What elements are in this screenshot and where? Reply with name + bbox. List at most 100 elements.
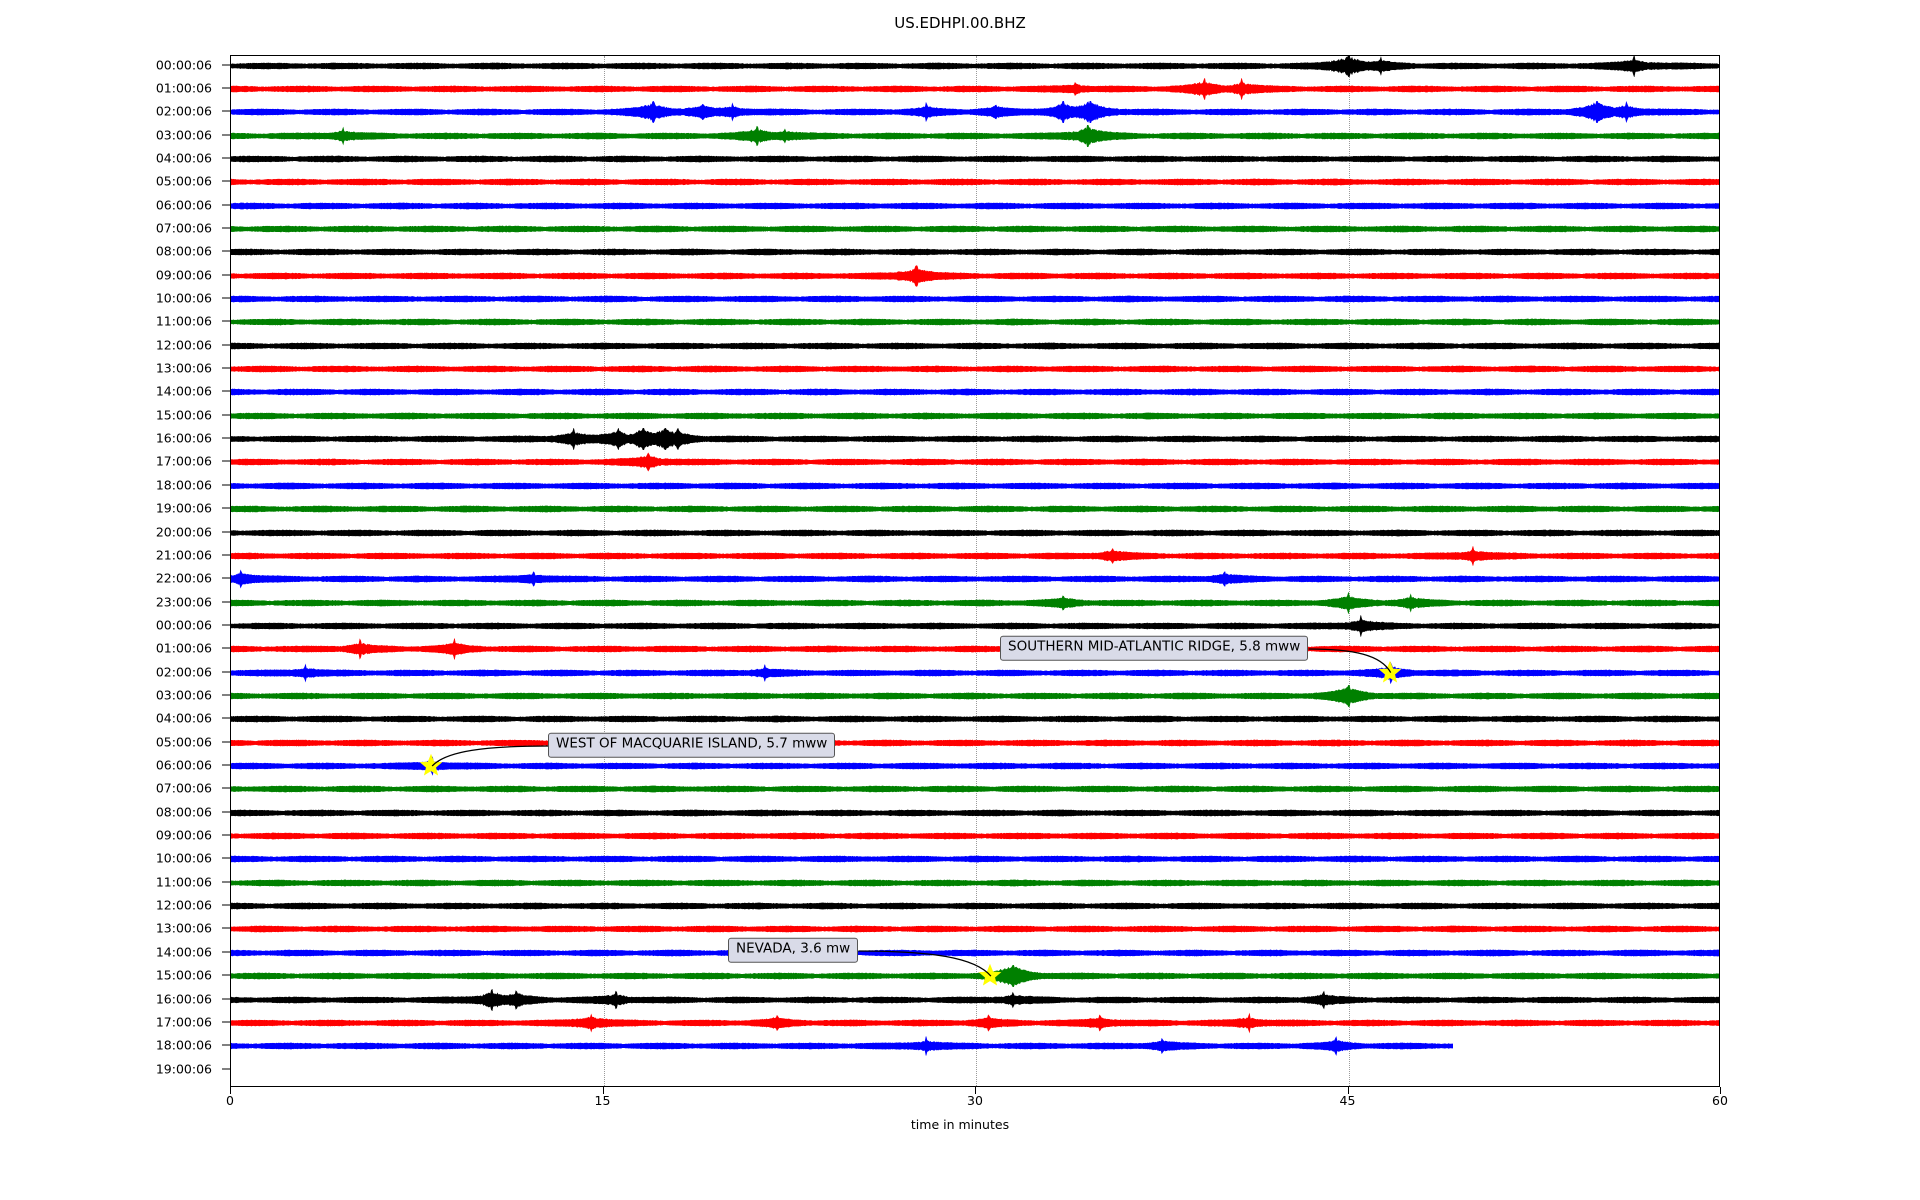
waveform-trace — [231, 178, 1719, 186]
y-axis-tick-label: 08:00:06 — [155, 804, 212, 820]
y-axis-tick-mark — [222, 390, 230, 392]
waveform-trace — [231, 155, 1719, 163]
grid-line — [1348, 56, 1350, 1086]
y-axis-tick-mark — [222, 320, 230, 322]
waveform-trace — [231, 879, 1719, 887]
y-axis-tick-mark — [222, 811, 230, 813]
waveform-trace — [231, 988, 1719, 1011]
waveform-trace — [231, 264, 1719, 287]
waveform-trace — [231, 1036, 1453, 1057]
y-axis-tick-label: 16:00:06 — [155, 430, 212, 446]
y-axis-tick-mark — [222, 1068, 230, 1070]
waveform-trace — [231, 1012, 1719, 1034]
y-axis-tick-mark — [222, 857, 230, 859]
waveform-trace — [231, 342, 1719, 350]
y-axis-tick-label: 15:00:06 — [155, 967, 212, 983]
waveform-trace — [231, 124, 1719, 147]
y-axis-tick-label: 01:00:06 — [155, 80, 212, 96]
waveform-trace — [231, 756, 1719, 776]
y-axis-tick-mark — [222, 671, 230, 673]
y-axis-tick-label: 17:00:06 — [155, 453, 212, 469]
y-axis-tick-label: 19:00:06 — [155, 1061, 212, 1077]
y-axis-tick-label: 12:00:06 — [155, 897, 212, 913]
x-axis-label: time in minutes — [910, 1117, 1010, 1132]
y-axis-tick-label: 14:00:06 — [155, 944, 212, 960]
y-axis-tick-label: 10:00:06 — [155, 850, 212, 866]
y-axis-tick-mark — [222, 904, 230, 906]
y-axis-tick-label: 07:00:06 — [155, 780, 212, 796]
y-axis-tick-mark — [222, 787, 230, 789]
x-axis-tick-mark — [230, 1087, 231, 1094]
y-axis-tick-mark — [222, 554, 230, 556]
waveform-trace — [231, 715, 1719, 723]
x-axis-tick-label: 60 — [1712, 1093, 1728, 1108]
y-axis-tick-mark — [222, 157, 230, 159]
y-axis-tick-mark — [222, 414, 230, 416]
y-axis-tick-label: 03:00:06 — [155, 127, 212, 143]
waveform-trace — [231, 832, 1719, 840]
waveform-trace — [231, 412, 1719, 420]
waveform-trace — [231, 428, 1719, 451]
y-axis-tick-mark — [222, 87, 230, 89]
waveform-trace — [231, 925, 1719, 933]
y-axis-tick-label: 05:00:06 — [155, 734, 212, 750]
waveform-trace — [231, 591, 1719, 614]
waveform-trace — [231, 902, 1719, 910]
event-annotation-label[interactable]: NEVADA, 3.6 mw — [728, 937, 859, 963]
y-axis-tick-mark — [222, 227, 230, 229]
y-axis-tick-mark — [222, 507, 230, 509]
waveform-trace — [231, 388, 1719, 396]
waveform-trace — [231, 318, 1719, 326]
y-axis-tick-mark — [222, 180, 230, 182]
y-axis-tick-label: 21:00:06 — [155, 547, 212, 563]
x-axis-tick-mark — [975, 1087, 976, 1094]
waveform-trace — [231, 569, 1719, 589]
waveform-trace — [231, 615, 1719, 637]
y-axis-tick-label: 15:00:06 — [155, 407, 212, 423]
x-axis-tick-mark — [1720, 1087, 1721, 1094]
waveform-trace — [231, 529, 1719, 536]
waveform-trace — [231, 225, 1719, 233]
waveform-trace — [231, 482, 1719, 490]
y-axis-tick-mark — [222, 647, 230, 649]
y-axis-tick-label: 02:00:06 — [155, 664, 212, 680]
waveform-trace — [231, 101, 1719, 124]
page-title: US.EDHPI.00.BHZ — [894, 14, 1026, 32]
y-axis-tick-mark — [222, 834, 230, 836]
x-axis-tick-label: 0 — [226, 1093, 234, 1108]
y-axis-tick-mark — [222, 951, 230, 953]
y-axis-tick-label: 04:00:06 — [155, 710, 212, 726]
y-axis-tick-mark — [222, 624, 230, 626]
x-axis-tick-label: 45 — [1339, 1093, 1356, 1108]
x-axis-tick-mark — [602, 1087, 604, 1094]
plot-area — [230, 55, 1720, 1087]
y-axis-tick-mark — [222, 250, 230, 252]
waveform-trace — [231, 661, 1719, 684]
y-axis-tick-label: 17:00:06 — [155, 1014, 212, 1030]
waveform-trace — [231, 965, 1719, 988]
waveform-trace — [231, 855, 1719, 863]
waveform-trace — [231, 248, 1719, 256]
waveform-trace — [231, 546, 1719, 566]
y-axis-tick-label: 12:00:06 — [155, 337, 212, 353]
y-axis-tick-mark — [222, 344, 230, 346]
y-axis-tick-label: 10:00:06 — [155, 290, 212, 306]
y-axis-tick-mark — [222, 531, 230, 532]
event-annotation-label[interactable]: WEST OF MACQUARIE ISLAND, 5.7 mww — [548, 732, 836, 758]
y-axis-tick-mark — [222, 717, 230, 719]
waveform-trace — [231, 295, 1719, 303]
y-axis-tick-mark — [222, 927, 230, 929]
plot-canvas — [231, 56, 1719, 1086]
y-axis-tick-mark — [222, 998, 230, 999]
y-axis-tick-mark — [222, 1044, 230, 1046]
waveform-trace — [231, 202, 1719, 210]
y-axis-tick-mark — [222, 974, 230, 976]
x-axis-tick-label: 15 — [594, 1093, 611, 1108]
y-axis-tick-mark — [222, 1021, 230, 1023]
grid-line — [976, 56, 977, 1086]
y-axis-tick-mark — [222, 274, 230, 276]
y-axis-tick-mark — [222, 297, 230, 299]
event-annotation-label[interactable]: SOUTHERN MID-ATLANTIC RIDGE, 5.8 mww — [1000, 635, 1309, 661]
y-axis-tick-label: 00:00:06 — [155, 617, 212, 633]
